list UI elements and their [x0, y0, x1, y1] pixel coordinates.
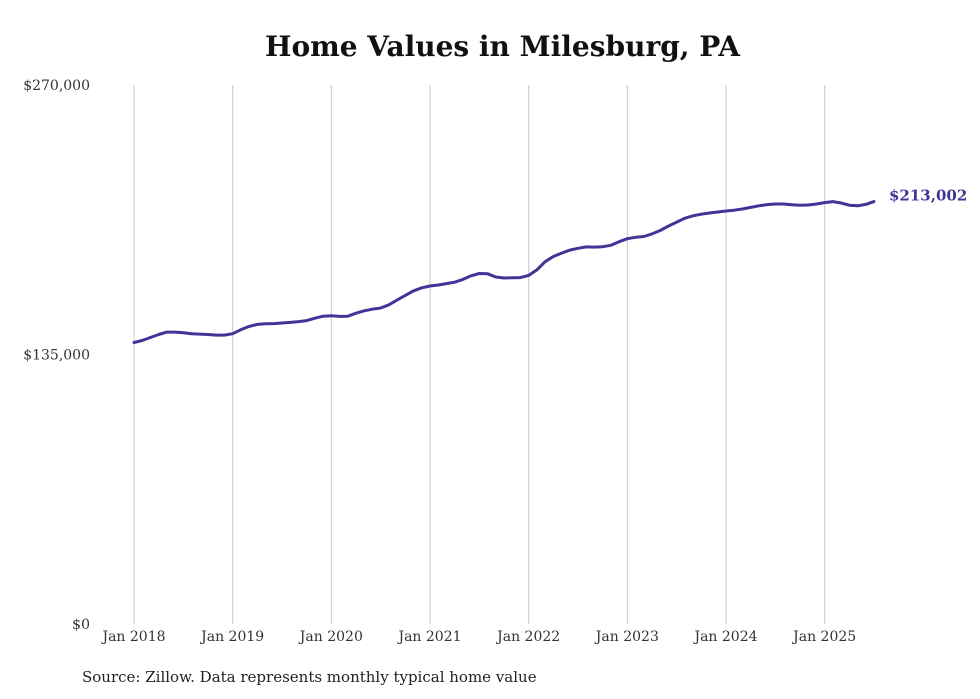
x-tick-label: Jan 2025	[791, 629, 856, 645]
latest-value-label: $213,002	[889, 187, 967, 205]
x-tick-label: Jan 2022	[495, 629, 560, 645]
x-tick-label: Jan 2020	[298, 629, 363, 645]
y-axis-tick-labels: $0 $135,000 $270,000	[23, 78, 90, 633]
chart-title: Home Values in Milesburg, PA	[264, 30, 741, 63]
y-tick-label: $0	[72, 617, 90, 633]
home-value-line	[132, 200, 876, 344]
chart-source-note: Source: Zillow. Data represents monthly …	[82, 668, 537, 686]
x-tick-label: Jan 2018	[100, 629, 165, 645]
y-tick-label: $270,000	[23, 78, 90, 94]
x-tick-label: Jan 2019	[199, 629, 264, 645]
y-tick-label: $135,000	[23, 348, 90, 364]
x-tick-label: Jan 2021	[396, 629, 461, 645]
x-tick-label: Jan 2023	[594, 629, 659, 645]
x-axis-tick-labels: Jan 2018 Jan 2019 Jan 2020 Jan 2021 Jan 2022…	[100, 629, 856, 645]
vertical-gridlines	[133, 85, 826, 624]
x-tick-label: Jan 2024	[692, 629, 757, 645]
